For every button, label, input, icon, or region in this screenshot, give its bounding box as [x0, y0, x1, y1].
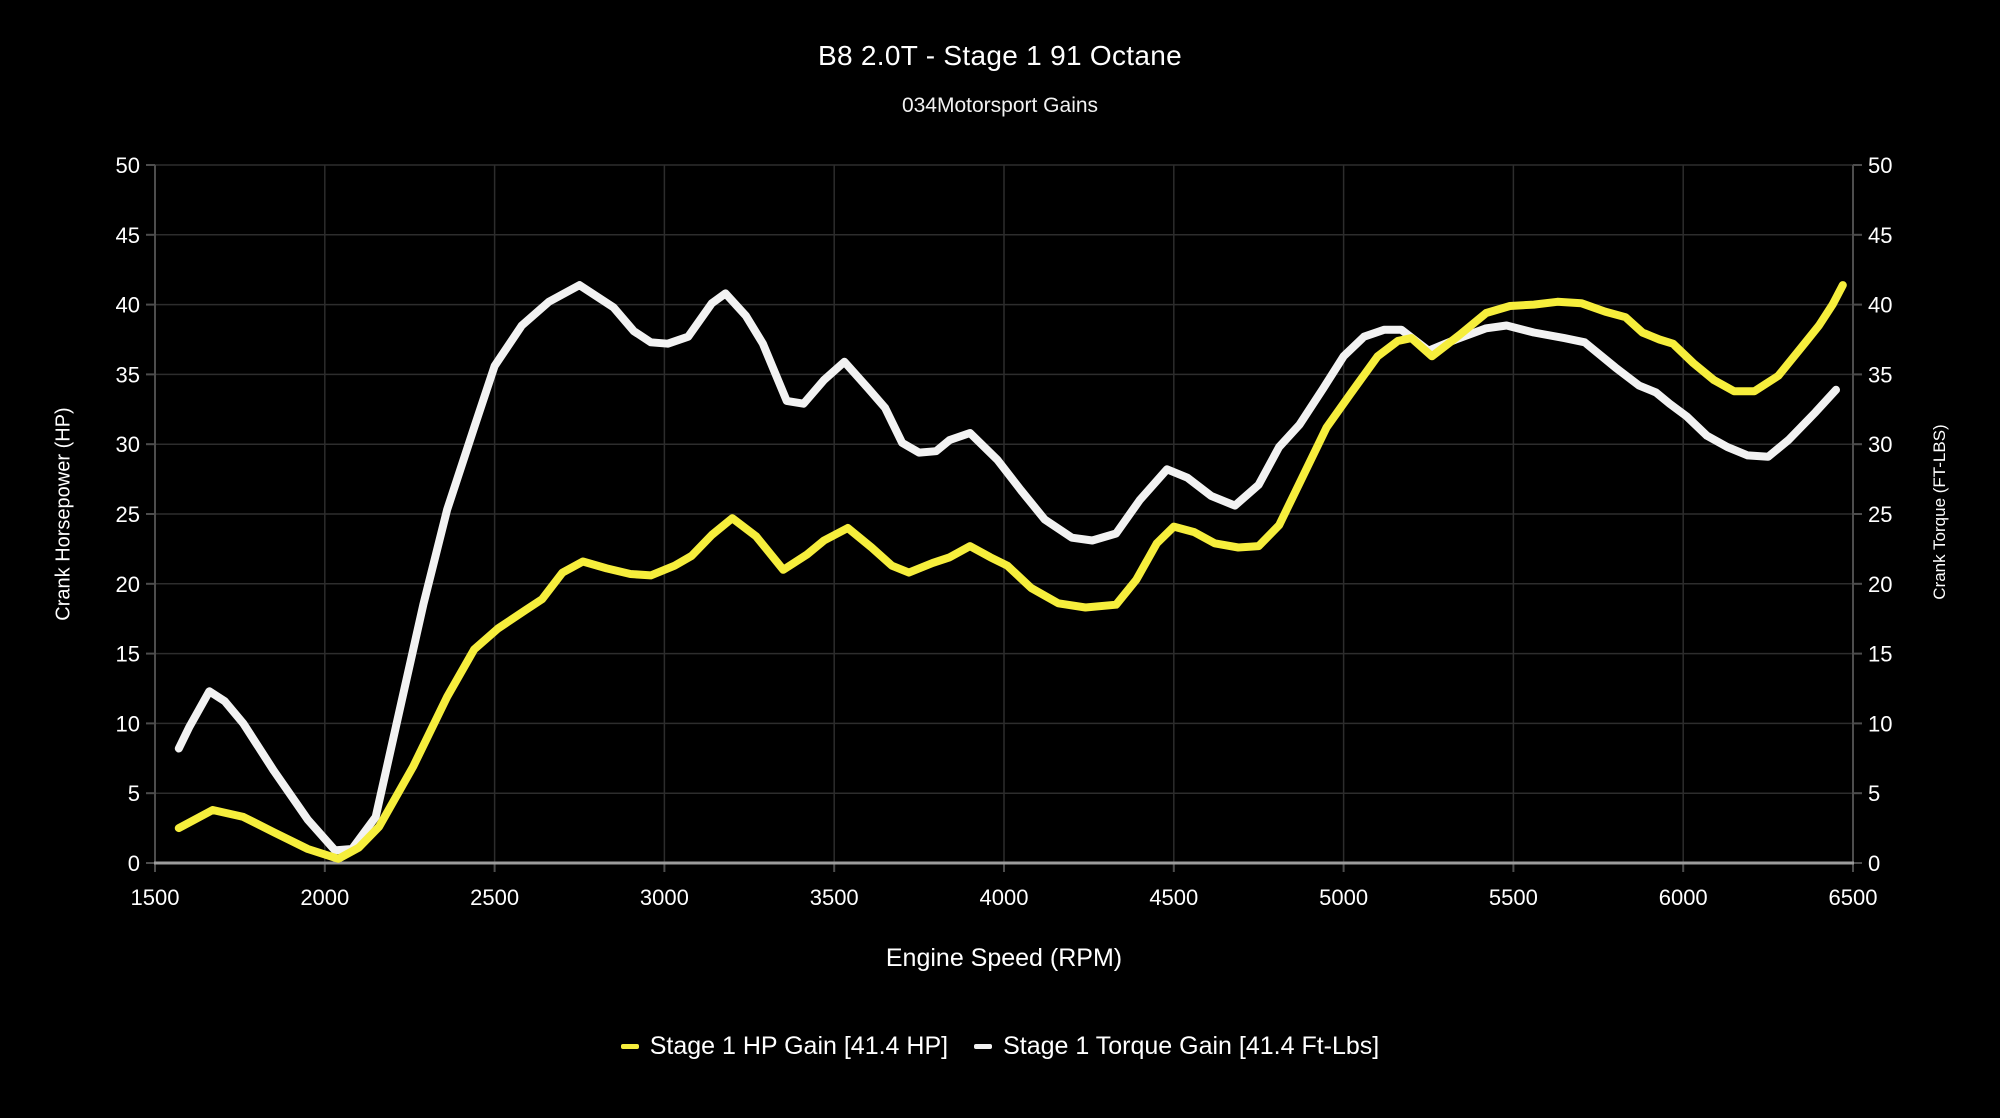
- left-y-axis-title: Crank Horsepower (HP): [52, 407, 75, 621]
- left-y-tick-label: 0: [128, 851, 140, 876]
- left-y-tick-label: 40: [116, 293, 140, 318]
- left-y-tick-label: 35: [116, 362, 140, 387]
- torque-gain-line: [174, 281, 1840, 855]
- x-tick-label: 5000: [1319, 885, 1368, 910]
- right-y-tick-label: 50: [1868, 153, 1892, 178]
- chart-subtitle: 034Motorsport Gains: [901, 94, 1099, 117]
- right-y-tick-label: 40: [1868, 293, 1892, 318]
- left-y-tick-label: 45: [116, 223, 140, 248]
- hp-gain-line: [174, 281, 1847, 863]
- x-tick-label: 6500: [1829, 885, 1878, 910]
- right-y-tick-label: 15: [1868, 642, 1892, 667]
- x-tick-label: 2500: [470, 885, 519, 910]
- hp-gain-legend-label: Stage 1 HP Gain [41.4 HP]: [649, 1032, 949, 1060]
- x-tick-label: 6000: [1659, 885, 1708, 910]
- left-y-tick-label: 50: [116, 153, 140, 178]
- left-y-tick-label: 30: [116, 432, 140, 457]
- right-y-tick-label: 5: [1868, 781, 1880, 806]
- right-y-tick-label: 35: [1868, 362, 1892, 387]
- legend-item-hp-gain: Stage 1 HP Gain [41.4 HP]: [620, 1032, 949, 1061]
- legend-item-torque-gain: Stage 1 Torque Gain [41.4 Ft-Lbs]: [974, 1032, 1379, 1061]
- x-tick-label: 4500: [1149, 885, 1198, 910]
- left-y-tick-label: 15: [116, 642, 140, 667]
- torque-gain-legend-label: Stage 1 Torque Gain [41.4 Ft-Lbs]: [1003, 1032, 1380, 1060]
- chart-title: B8 2.0T - Stage 1 91 Octane: [817, 40, 1183, 71]
- left-y-tick-label: 10: [116, 711, 140, 736]
- x-tick-label: 5500: [1489, 885, 1538, 910]
- x-tick-label: 1500: [131, 885, 180, 910]
- right-y-axis-title: Crank Torque (FT-LBS): [1930, 424, 1949, 600]
- right-y-tick-label: 10: [1868, 711, 1892, 736]
- hp-gain-swatch: [620, 1044, 639, 1049]
- right-y-tick-label: 30: [1868, 432, 1892, 457]
- right-y-tick-label: 20: [1868, 572, 1892, 597]
- right-y-tick-label: 45: [1868, 223, 1892, 248]
- legend: Stage 1 HP Gain [41.4 HP] Stage 1 Torque…: [0, 1032, 2000, 1061]
- x-tick-label: 3000: [640, 885, 689, 910]
- left-y-tick-label: 20: [116, 572, 140, 597]
- left-y-tick-label: 5: [128, 781, 140, 806]
- x-tick-label: 3500: [810, 885, 859, 910]
- x-tick-label: 4000: [980, 885, 1029, 910]
- torque-gain-swatch: [974, 1044, 993, 1049]
- left-y-tick-label: 25: [116, 502, 140, 527]
- right-y-tick-label: 25: [1868, 502, 1892, 527]
- right-y-tick-label: 0: [1868, 851, 1880, 876]
- x-tick-label: 2000: [300, 885, 349, 910]
- x-axis-title: Engine Speed (RPM): [885, 944, 1123, 972]
